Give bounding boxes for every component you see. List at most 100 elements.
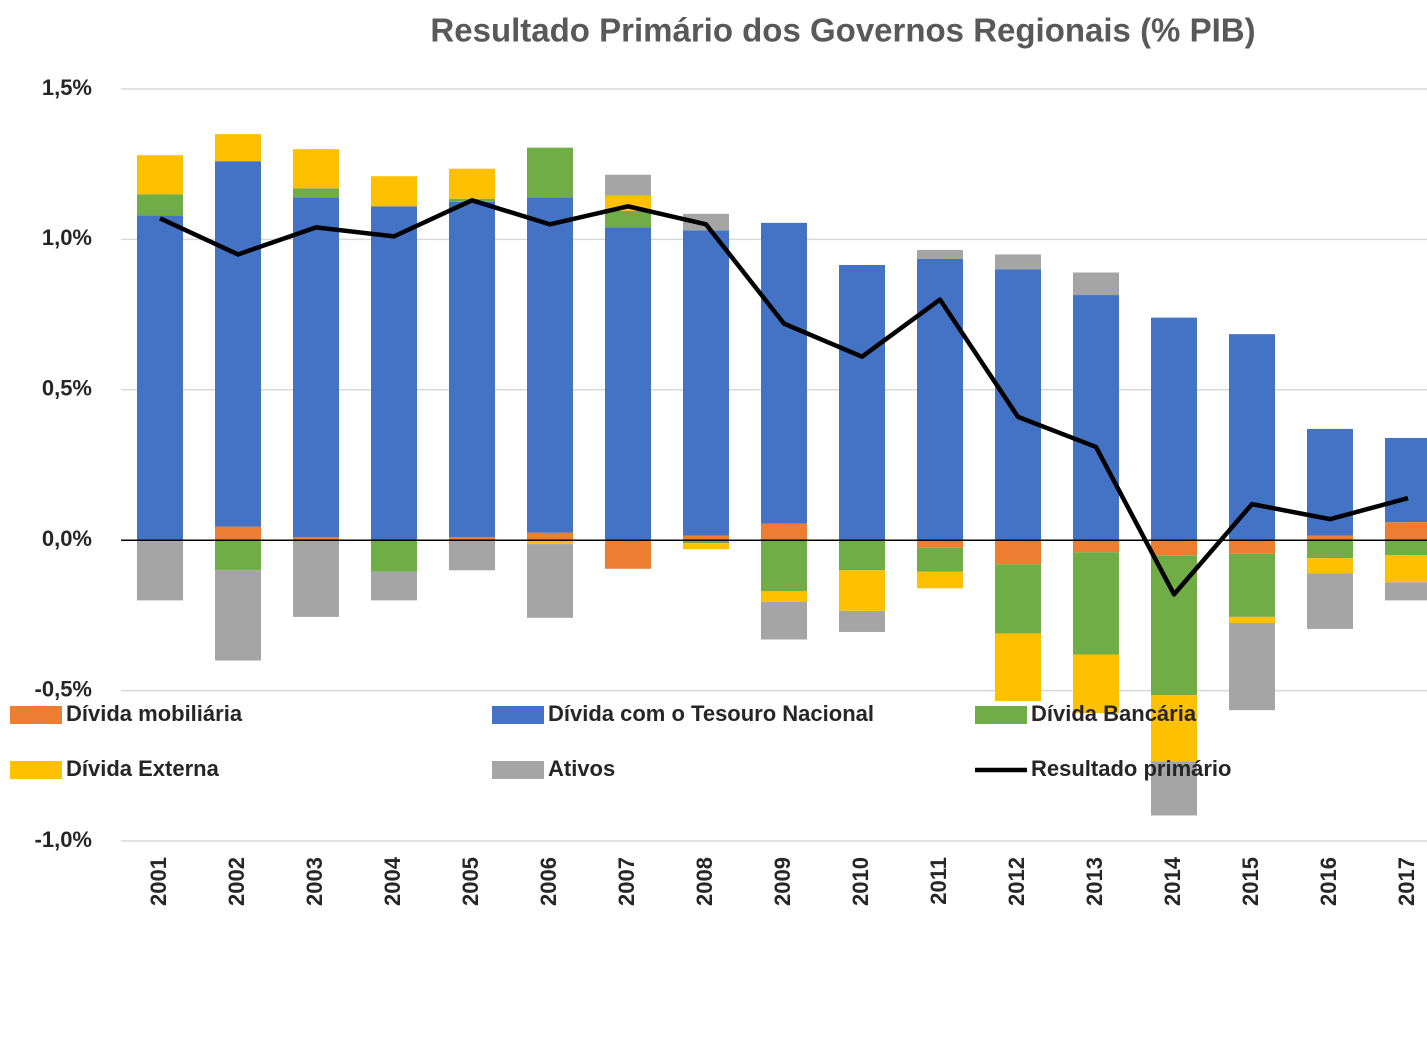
x-tick-label: 2011	[926, 857, 951, 905]
x-tick-label: 2016	[1316, 857, 1341, 906]
x-tick-label: 2005	[458, 857, 483, 906]
bar	[215, 526, 261, 541]
x-tick-label: 2014	[1160, 856, 1185, 906]
bar	[1307, 535, 1353, 541]
bar	[527, 544, 573, 618]
bar	[293, 197, 339, 538]
y-tick-label: 1,5%	[42, 75, 92, 100]
x-tick-label: 2013	[1082, 857, 1107, 906]
bar	[371, 176, 417, 207]
bar	[137, 155, 183, 195]
legend-label: Ativos	[548, 756, 615, 781]
legend-swatch	[492, 761, 544, 779]
bar	[605, 210, 651, 228]
bar	[215, 161, 261, 527]
legend-label: Dívida com o Tesouro Nacional	[548, 701, 874, 726]
x-tick-label: 2001	[146, 857, 171, 906]
bar	[1229, 540, 1275, 554]
bar	[917, 258, 963, 541]
y-tick-label: -0,5%	[35, 676, 92, 701]
bar	[683, 535, 729, 541]
bar	[1307, 573, 1353, 629]
bar	[839, 540, 885, 571]
legend-label: Dívida mobiliária	[66, 701, 243, 726]
legend-label: Dívida Externa	[66, 756, 220, 781]
bar	[527, 147, 573, 198]
bar	[761, 591, 807, 602]
bar	[1229, 622, 1275, 711]
bar	[293, 537, 339, 541]
y-tick-label: 1,0%	[42, 225, 92, 250]
bar	[1151, 540, 1197, 556]
x-tick-label: 2015	[1238, 857, 1263, 906]
y-tick-label: -1,0%	[35, 827, 92, 852]
bar	[839, 610, 885, 632]
legend-label: Dívida Bancária	[1031, 701, 1197, 726]
bar	[1229, 553, 1275, 617]
bar	[1073, 295, 1119, 541]
bar	[449, 537, 495, 541]
bar	[761, 540, 807, 592]
bar	[1385, 582, 1427, 601]
bar	[917, 547, 963, 572]
bar	[1385, 437, 1427, 523]
bar	[995, 564, 1041, 634]
bar	[995, 633, 1041, 702]
bar	[449, 201, 495, 538]
bar	[761, 222, 807, 524]
bar	[293, 540, 339, 617]
line	[159, 198, 1409, 597]
x-tick-label: 2002	[224, 857, 249, 906]
bar	[761, 601, 807, 640]
x-tick-label: 2010	[848, 857, 873, 906]
x-tick-label: 2017	[1394, 857, 1419, 906]
bar	[917, 249, 963, 259]
bar	[1307, 540, 1353, 559]
bar	[761, 523, 807, 541]
x-tick-label: 2006	[536, 857, 561, 906]
x-tick-label: 2012	[1004, 857, 1029, 906]
bar	[371, 540, 417, 572]
bar	[137, 194, 183, 216]
bar	[1385, 540, 1427, 556]
bar	[683, 230, 729, 536]
bar	[449, 168, 495, 199]
legend-swatch	[10, 706, 62, 724]
x-tick-label: 2008	[692, 857, 717, 906]
bar	[995, 254, 1041, 270]
x-tick-label: 2003	[302, 857, 327, 906]
legend-swatch	[10, 761, 62, 779]
bar	[1151, 695, 1197, 762]
bar	[1073, 272, 1119, 296]
bar	[527, 197, 573, 533]
bar	[839, 264, 885, 541]
y-tick-label: 0,0%	[42, 526, 92, 551]
bar	[839, 570, 885, 611]
y-tick-label: 0,5%	[42, 376, 92, 401]
bar	[215, 540, 261, 571]
bar	[605, 540, 651, 569]
bar	[1385, 555, 1427, 583]
bar	[683, 543, 729, 550]
bar	[1229, 616, 1275, 623]
bar	[1307, 558, 1353, 574]
legend-label: Resultado primário	[1031, 756, 1231, 781]
chart-title: Resultado Primário dos Governos Regionai…	[430, 12, 1255, 49]
bar	[293, 188, 339, 198]
legend-swatch	[975, 706, 1027, 724]
bar	[1151, 761, 1197, 816]
x-tick-label: 2009	[770, 857, 795, 906]
bar	[293, 149, 339, 189]
bar	[449, 540, 495, 571]
bar	[917, 540, 963, 548]
bar	[605, 174, 651, 196]
bar	[137, 540, 183, 601]
bar	[995, 269, 1041, 541]
bar	[995, 540, 1041, 565]
bar	[683, 540, 729, 544]
x-tick-label: 2007	[614, 857, 639, 906]
bar	[527, 540, 573, 545]
bar	[137, 215, 183, 541]
legend-swatch	[492, 706, 544, 724]
